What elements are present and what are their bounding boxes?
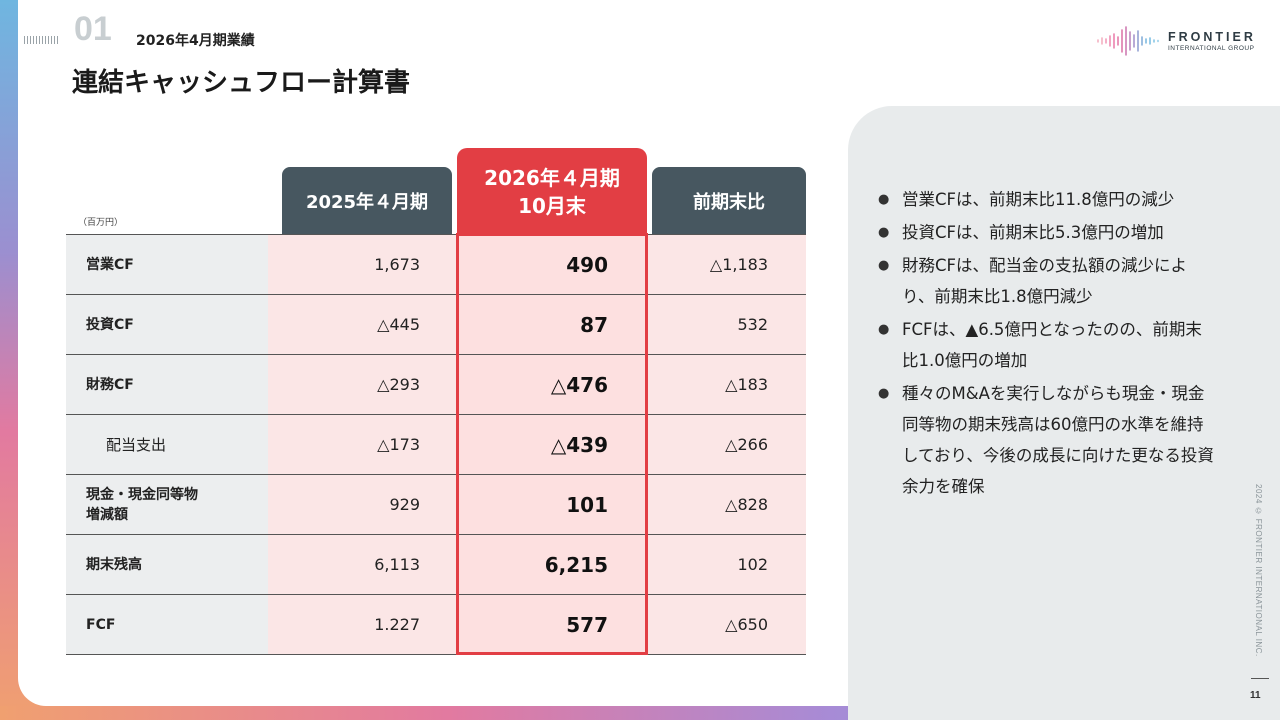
cell-fy2025: 929	[268, 475, 458, 534]
table-row: FCF 1.227 577 △650	[66, 595, 806, 655]
cell-fy2026-oct: 101	[458, 475, 648, 534]
cell-fy2026-oct: 6,215	[458, 535, 648, 594]
cell-change: 532	[648, 295, 806, 354]
table-row: 配当支出 △173 △439 △266	[66, 415, 806, 475]
cell-fy2025: △293	[268, 355, 458, 414]
logo-name: FRONTIER	[1168, 30, 1256, 44]
table-row: 現金・現金同等物 増減額 929 101 △828	[66, 475, 806, 535]
cell-change: △1,183	[648, 235, 806, 294]
bullet-item: 投資CFは、前期末比5.3億円の増加	[878, 217, 1218, 248]
company-logo: FRONTIER INTERNATIONAL GROUP	[1096, 26, 1261, 56]
cell-change: △828	[648, 475, 806, 534]
column-header-label: 前期末比	[693, 192, 765, 213]
summary-bullet-list: 営業CFは、前期末比11.8億円の減少 投資CFは、前期末比5.3億円の増加 財…	[878, 184, 1218, 504]
page-number-rule	[1251, 678, 1269, 679]
cell-change: △650	[648, 595, 806, 654]
row-label: 期末残高	[66, 535, 268, 594]
tick-marks-decoration	[24, 36, 58, 44]
table-row: 営業CF 1,673 490 △1,183	[66, 235, 806, 295]
logo-subtitle: INTERNATIONAL GROUP	[1168, 45, 1255, 52]
cell-change: 102	[648, 535, 806, 594]
row-label: 営業CF	[66, 235, 268, 294]
row-label: 投資CF	[66, 295, 268, 354]
table-top-rule	[66, 234, 806, 235]
waveform-logo-icon	[1097, 26, 1159, 56]
bullet-item: 財務CFは、配当金の支払額の減少により、前期末比1.8億円減少	[878, 250, 1218, 312]
row-label: 配当支出	[66, 415, 268, 474]
cell-fy2025: △445	[268, 295, 458, 354]
cell-fy2025: 1,673	[268, 235, 458, 294]
row-label: 財務CF	[66, 355, 268, 414]
column-header-label: 2026年４月期	[484, 165, 620, 190]
row-label: 現金・現金同等物 増減額	[66, 475, 268, 534]
column-header-change: 前期末比	[652, 167, 806, 235]
cell-fy2026-oct: △439	[458, 415, 648, 474]
section-label: 2026年4月期業績	[136, 33, 255, 49]
cell-change: △183	[648, 355, 806, 414]
cell-fy2026-oct: 490	[458, 235, 648, 294]
cell-fy2025: △173	[268, 415, 458, 474]
bullet-item: 種々のM&Aを実行しながらも現金・現金同等物の期末残高は60億円の水準を維持して…	[878, 378, 1218, 502]
column-header-fy2025: 2025年４月期	[282, 167, 452, 235]
column-header-label: 10月末	[518, 193, 586, 218]
cell-fy2026-oct: 87	[458, 295, 648, 354]
row-label-line: 増減額	[86, 506, 128, 523]
bullet-item: 営業CFは、前期末比11.8億円の減少	[878, 184, 1218, 215]
column-header-label: 2025年４月期	[305, 192, 429, 213]
column-header-fy2026-oct: 2026年４月期 10月末	[457, 148, 647, 235]
bullet-item: FCFは、▲6.5億円となったのの、前期末比1.0億円の増加	[878, 314, 1218, 376]
row-label: FCF	[66, 595, 268, 654]
page-title: 連結キャッシュフロー計算書	[72, 68, 411, 98]
row-label-line: 現金・現金同等物	[86, 486, 198, 503]
table-row: 財務CF △293 △476 △183	[66, 355, 806, 415]
cell-fy2025: 6,113	[268, 535, 458, 594]
copyright-text: 2024 © FRONTIER INTERNATIONAL INC.	[1254, 484, 1263, 657]
table-row: 投資CF △445 87 532	[66, 295, 806, 355]
cell-change: △266	[648, 415, 806, 474]
cell-fy2026-oct: △476	[458, 355, 648, 414]
unit-label: （百万円）	[78, 218, 124, 228]
page-number: 11	[1250, 690, 1261, 701]
cell-fy2026-oct: 577	[458, 595, 648, 654]
table-row: 期末残高 6,113 6,215 102	[66, 535, 806, 595]
cell-fy2025: 1.227	[268, 595, 458, 654]
section-number: 01	[74, 10, 112, 48]
